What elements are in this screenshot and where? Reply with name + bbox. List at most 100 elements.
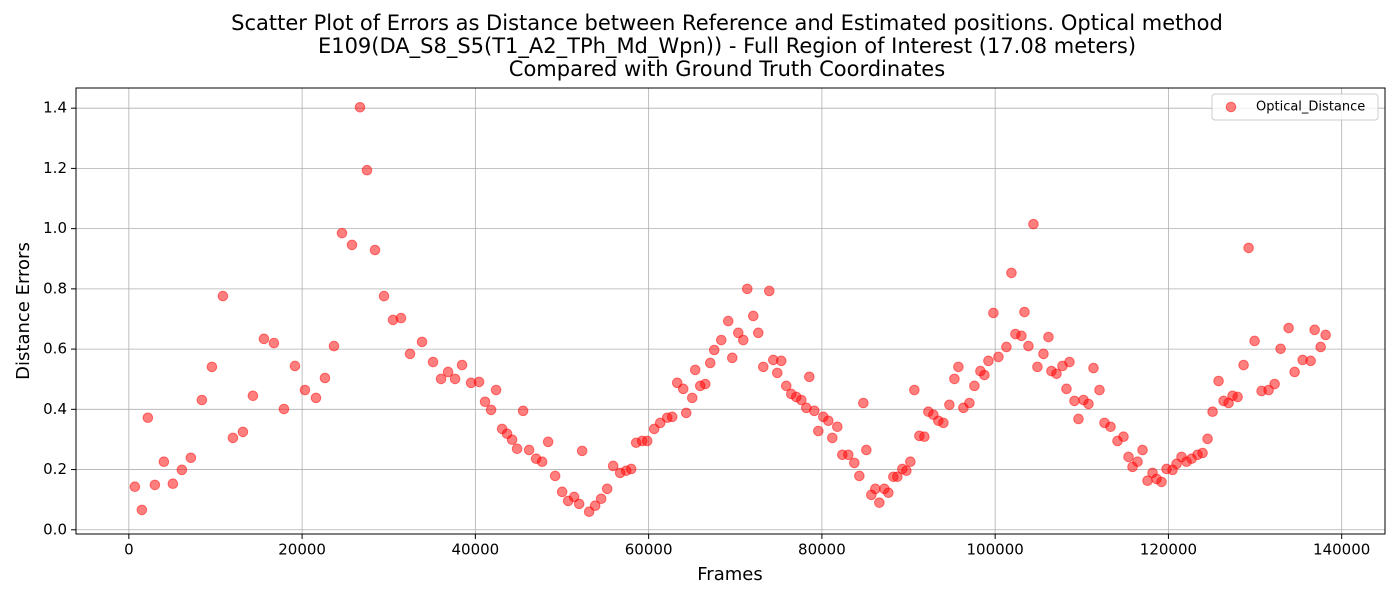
legend-box (1211, 93, 1379, 121)
point (247, 390, 259, 402)
chart-title: E109(DA_S8_S5(T1_A2_TPh_Md_Wpn)) - Full … (318, 34, 1136, 59)
point (666, 411, 678, 423)
point (1043, 331, 1054, 343)
point (185, 452, 197, 464)
point (129, 481, 141, 493)
point (1105, 421, 1116, 433)
point (556, 486, 568, 498)
point (1028, 218, 1039, 230)
point (1269, 378, 1280, 390)
point (905, 456, 916, 468)
series (129, 101, 1331, 518)
y-tick-label: 1.4 (43, 99, 67, 117)
point (1315, 341, 1326, 353)
point (227, 432, 239, 444)
point (206, 361, 218, 373)
point (796, 394, 807, 406)
point (573, 498, 585, 510)
point (874, 497, 885, 508)
point (1038, 348, 1049, 360)
point (490, 384, 502, 396)
point (732, 327, 744, 339)
point (1083, 398, 1094, 410)
point (1032, 361, 1043, 373)
point (1275, 343, 1286, 355)
point (686, 392, 698, 404)
point (1019, 306, 1030, 318)
point (607, 460, 619, 472)
point (361, 164, 373, 176)
point (378, 290, 390, 302)
point (1309, 324, 1320, 336)
point (775, 355, 787, 367)
point (328, 340, 340, 352)
point (715, 334, 727, 346)
plot-frame (75, 87, 1386, 535)
point (395, 312, 407, 324)
point (1001, 341, 1012, 353)
point (849, 457, 860, 469)
point (1132, 456, 1143, 468)
point (680, 407, 692, 419)
point (1238, 359, 1249, 371)
point (1118, 431, 1129, 443)
y-tick-label: 0.0 (43, 520, 67, 538)
point (1137, 444, 1148, 456)
point (523, 444, 535, 456)
point (677, 383, 689, 395)
point (883, 487, 894, 499)
y-tick-label: 0.2 (43, 460, 67, 478)
point (944, 399, 955, 411)
x-tick-label: 0 (124, 541, 134, 559)
point (953, 361, 964, 373)
point (442, 366, 454, 378)
point (268, 337, 280, 349)
point (809, 405, 820, 417)
point (771, 367, 783, 379)
point (404, 348, 416, 360)
point (289, 360, 301, 372)
point (536, 456, 548, 468)
point (1320, 329, 1331, 341)
y-tick-label: 0.6 (43, 340, 67, 358)
point (747, 310, 759, 322)
point (823, 415, 834, 427)
point (699, 378, 711, 390)
point (589, 500, 601, 511)
point (1064, 356, 1075, 368)
y-tick-label: 1.2 (43, 159, 67, 177)
point (641, 435, 653, 447)
point (237, 426, 249, 438)
point (485, 404, 497, 416)
point (299, 384, 311, 396)
point (473, 376, 485, 388)
x-tick-label: 80000 (798, 541, 846, 559)
point (149, 479, 161, 491)
point (217, 290, 229, 302)
point (196, 394, 208, 406)
point (969, 380, 980, 392)
point (654, 417, 666, 429)
point (1123, 451, 1134, 463)
x-axis-label: Frames (697, 564, 762, 585)
point (595, 493, 607, 505)
point (1006, 267, 1017, 279)
point (1069, 395, 1080, 407)
point (858, 397, 869, 409)
point (854, 470, 865, 482)
point (827, 432, 838, 444)
point (1016, 330, 1027, 342)
point (892, 471, 903, 483)
point (449, 373, 461, 385)
point (1088, 362, 1099, 374)
point (780, 380, 792, 392)
point (1073, 413, 1084, 425)
point (136, 504, 148, 516)
point (542, 436, 554, 448)
point (625, 463, 637, 475)
point (979, 369, 990, 381)
x-tick-label: 140000 (1313, 541, 1370, 559)
chart-title: Scatter Plot of Errors as Distance betwe… (231, 11, 1223, 35)
point (804, 371, 815, 383)
